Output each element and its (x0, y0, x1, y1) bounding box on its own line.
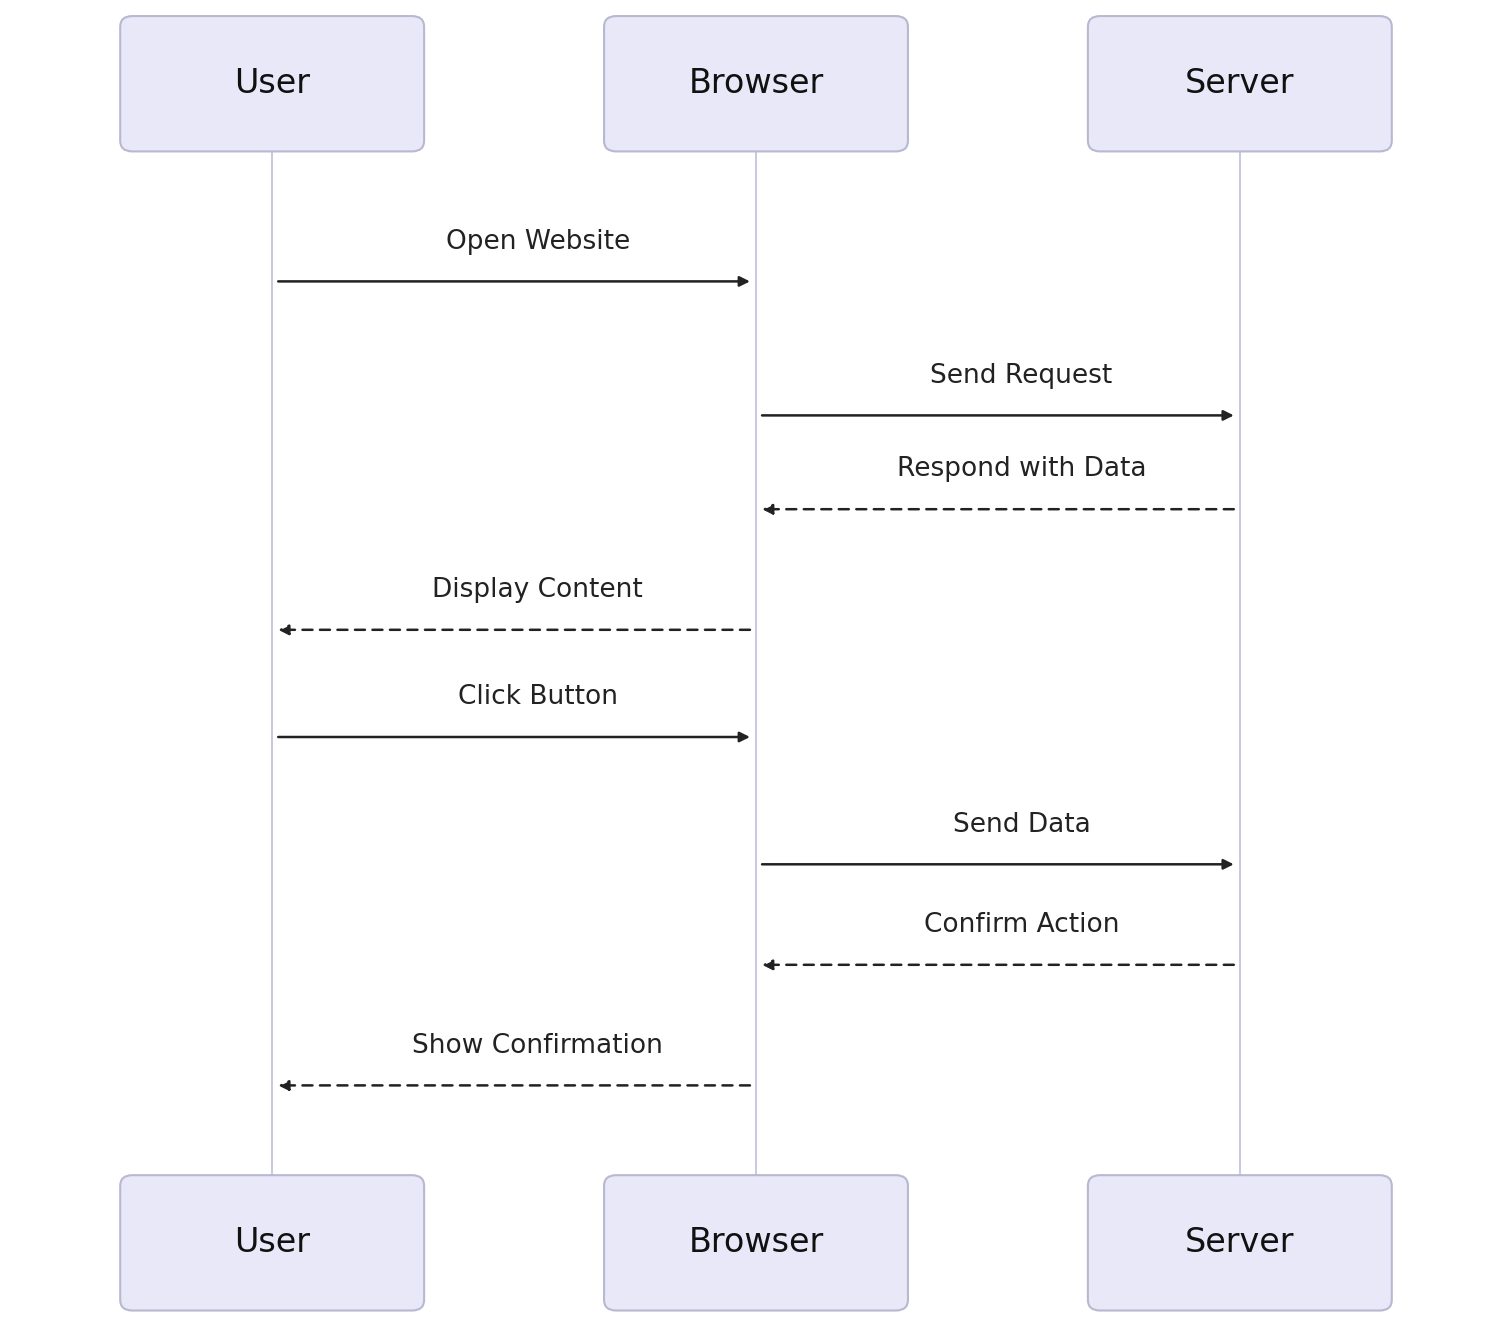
FancyBboxPatch shape (119, 16, 423, 151)
Text: Server: Server (1185, 67, 1294, 100)
Text: Send Data: Send Data (953, 812, 1090, 838)
FancyBboxPatch shape (1087, 1175, 1391, 1311)
Text: Display Content: Display Content (432, 578, 643, 603)
FancyBboxPatch shape (603, 1175, 907, 1311)
Text: User: User (234, 67, 310, 100)
Text: Click Button: Click Button (458, 685, 618, 710)
Text: Confirm Action: Confirm Action (924, 913, 1119, 938)
Text: Browser: Browser (688, 1226, 824, 1260)
Text: Browser: Browser (688, 67, 824, 100)
FancyBboxPatch shape (603, 16, 907, 151)
Text: Open Website: Open Website (446, 229, 631, 255)
Text: Server: Server (1185, 1226, 1294, 1260)
Text: Show Confirmation: Show Confirmation (413, 1033, 664, 1059)
Text: Send Request: Send Request (930, 363, 1113, 389)
FancyBboxPatch shape (119, 1175, 423, 1311)
Text: Respond with Data: Respond with Data (897, 457, 1146, 482)
Text: User: User (234, 1226, 310, 1260)
FancyBboxPatch shape (1087, 16, 1391, 151)
